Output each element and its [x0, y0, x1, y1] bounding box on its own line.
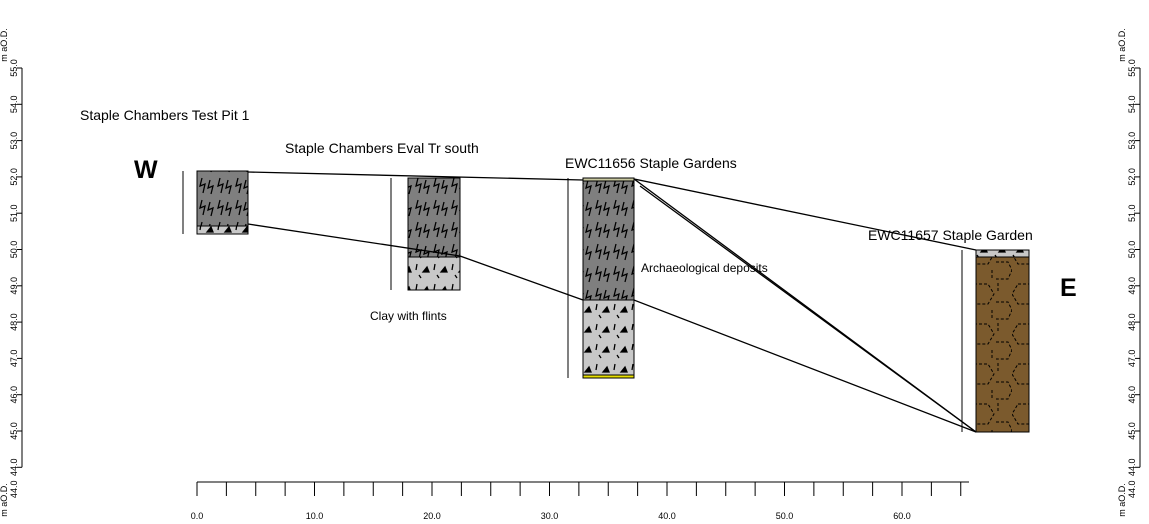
layer-clay	[583, 300, 634, 375]
tick-label: 53.0	[9, 132, 19, 150]
layer-deposits	[408, 178, 460, 257]
tick-label: 50.0	[776, 511, 794, 521]
layer-natural	[976, 257, 1029, 432]
tick-label: 53.0	[1127, 132, 1137, 150]
tick-label: 54.0	[1127, 96, 1137, 114]
annotation: Clay with flints	[370, 309, 447, 323]
tick-label: 52.0	[9, 168, 19, 186]
correlation	[640, 186, 976, 432]
west-label: W	[134, 156, 158, 184]
tick-label: 30.0	[541, 511, 559, 521]
tick-label: 44.0	[1127, 481, 1137, 499]
profile-label: Staple Chambers Test Pit 1	[80, 107, 250, 123]
axes	[17, 68, 1140, 496]
tick-label: 44.0	[9, 481, 19, 499]
tick-label: 50.0	[9, 241, 19, 259]
profile-label: EWC11656 Staple Gardens	[565, 155, 737, 171]
tick-label: 47.0	[9, 350, 19, 368]
tick-label: 51.0	[9, 204, 19, 222]
tick-label: 52.0	[1127, 168, 1137, 186]
tick-label: 0.0	[191, 511, 204, 521]
axis-unit: m aO.D.	[0, 28, 9, 62]
tick-label: 44.0	[1127, 459, 1137, 477]
tick-label: 49.0	[1127, 277, 1137, 295]
profile-label: Staple Chambers Eval Tr south	[285, 140, 479, 156]
tick-label: 49.0	[9, 277, 19, 295]
tick-label: 45.0	[9, 422, 19, 440]
axis-unit: m aO.D.	[1117, 28, 1127, 62]
tick-label: 60.0	[893, 511, 911, 521]
tick-label: 44.0	[9, 459, 19, 477]
layer-deposits	[583, 181, 634, 300]
profile-label: EWC11657 Staple Garden	[868, 227, 1033, 243]
layer-clay	[197, 226, 248, 234]
tick-label: 47.0	[1127, 350, 1137, 368]
tick-label: 51.0	[1127, 204, 1137, 222]
tick-label: 54.0	[9, 96, 19, 114]
axis-unit: m aO.D.	[1117, 483, 1127, 517]
tick-label: 55.0	[1127, 59, 1137, 77]
columns	[183, 171, 1029, 432]
correlation	[460, 256, 583, 300]
tick-label: 46.0	[1127, 386, 1137, 404]
layer-deposits	[197, 171, 248, 226]
tick-label: 46.0	[9, 386, 19, 404]
tick-label: 10.0	[306, 511, 324, 521]
tick-label: 50.0	[1127, 241, 1137, 259]
layer-top	[976, 250, 1029, 257]
tick-label: 40.0	[658, 511, 676, 521]
east-label: E	[1060, 274, 1077, 302]
tick-label: 55.0	[9, 59, 19, 77]
tick-label: 48.0	[9, 313, 19, 331]
correlation	[634, 300, 976, 432]
section-diagram: Staple Chambers Test Pit 1 Staple Chambe…	[0, 0, 1149, 524]
tick-label: 45.0	[1127, 422, 1137, 440]
layer-clay	[408, 257, 460, 290]
layer-base	[583, 375, 634, 378]
tick-label: 20.0	[423, 511, 441, 521]
annotation: Archaeological deposits	[641, 261, 768, 275]
axis-unit: m aO.D.	[0, 483, 9, 517]
tick-label: 48.0	[1127, 313, 1137, 331]
